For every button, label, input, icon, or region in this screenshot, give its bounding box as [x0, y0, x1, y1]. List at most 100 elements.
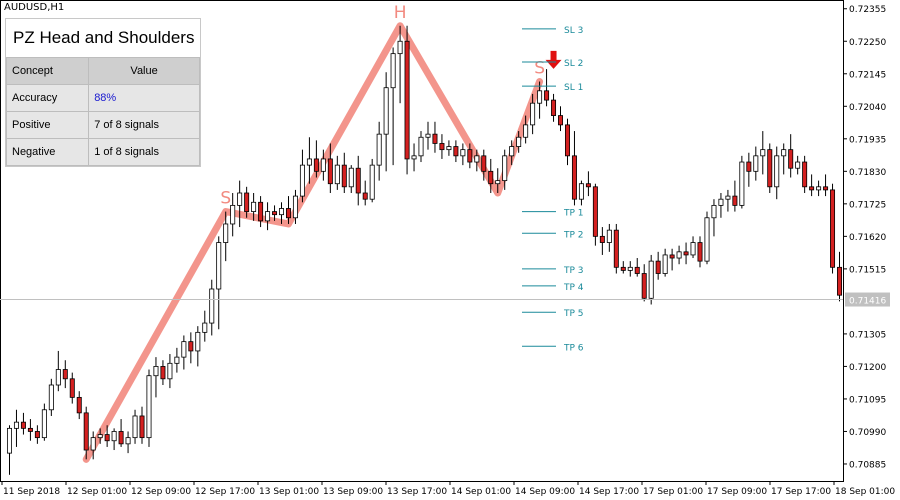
- candle: [355, 155, 361, 206]
- candle-layer: [6, 25, 843, 475]
- time-tick-label: 13 Sep 01:00: [259, 487, 319, 497]
- candle-body: [390, 53, 396, 89]
- stats-concept: Positive: [5, 111, 90, 139]
- candle: [537, 81, 543, 119]
- candle-body: [732, 195, 738, 206]
- candle-body: [362, 192, 368, 200]
- candle: [530, 93, 536, 135]
- candle: [767, 143, 773, 193]
- candle: [237, 180, 243, 228]
- candle-body: [6, 427, 12, 454]
- candle: [781, 143, 787, 175]
- candle: [613, 223, 619, 274]
- candle-body: [641, 273, 647, 299]
- candle: [313, 140, 319, 178]
- price-tick-label: 0.72250: [849, 38, 886, 48]
- candle-body: [460, 149, 466, 157]
- level-label: SL 3: [564, 26, 583, 36]
- candle-body: [711, 204, 717, 219]
- candle: [160, 360, 166, 385]
- candle-body: [690, 242, 696, 256]
- candle: [425, 121, 431, 150]
- candle: [223, 211, 229, 262]
- candle-body: [306, 158, 312, 166]
- candle-body: [718, 198, 724, 206]
- candle: [509, 140, 515, 166]
- candle-body: [523, 124, 529, 138]
- candle: [585, 171, 591, 197]
- candle-body: [216, 242, 222, 290]
- candle: [809, 174, 815, 197]
- stats-header-row: Concept Value: [5, 57, 200, 85]
- candle: [648, 254, 654, 305]
- price-tick-label: 0.71830: [849, 168, 886, 178]
- pattern-label-head: H: [394, 3, 407, 23]
- candle-body: [69, 378, 75, 398]
- candle-body: [725, 195, 731, 200]
- candle: [732, 180, 738, 212]
- candle: [334, 155, 340, 190]
- candle: [830, 183, 836, 274]
- candle: [516, 131, 522, 153]
- candle-body: [551, 99, 557, 116]
- stats-concept: Negative: [5, 138, 90, 166]
- candle-body: [544, 90, 550, 101]
- candle: [774, 146, 780, 200]
- level-label: TP 3: [563, 266, 584, 276]
- candle-body: [676, 251, 682, 259]
- pattern-stats-panel: PZ Head and Shoulders Concept Value Accu…: [5, 18, 201, 167]
- candle-body: [788, 149, 794, 169]
- time-tick-label: 17 Sep 01:00: [643, 487, 703, 497]
- time-tick-label: 18 Sep 01:00: [835, 487, 895, 497]
- candle-body: [488, 170, 494, 185]
- candle-body: [634, 266, 640, 274]
- candle-body: [571, 155, 577, 200]
- candle: [439, 134, 445, 159]
- candle: [620, 261, 626, 274]
- candle: [125, 431, 131, 454]
- candle-body: [90, 437, 96, 451]
- candle: [258, 196, 264, 228]
- candle: [48, 378, 54, 416]
- candle: [41, 403, 47, 441]
- level-label: TP 5: [563, 309, 584, 319]
- candle: [592, 183, 598, 246]
- candle-body: [592, 186, 598, 237]
- candle: [697, 236, 703, 268]
- candle: [488, 158, 494, 193]
- candle: [292, 189, 298, 224]
- candle: [27, 419, 33, 441]
- candle-body: [530, 102, 536, 126]
- pattern-label-right-shoulder: S: [534, 59, 545, 79]
- candle-body: [627, 266, 633, 271]
- price-tick-label: 0.71305: [849, 330, 886, 340]
- candle-body: [418, 136, 424, 157]
- candle: [571, 131, 577, 206]
- candle: [195, 326, 201, 367]
- candle-body: [27, 427, 33, 432]
- candle-body: [111, 431, 117, 442]
- candle: [474, 149, 480, 172]
- level-layer: SL 3 SL 2 SL 1 TP 1 TP 2 TP 3 TP 4 TP 5 TP 6: [522, 26, 584, 353]
- candle: [683, 242, 689, 265]
- candle-body: [174, 356, 180, 364]
- candle: [188, 332, 194, 364]
- candle: [174, 347, 180, 373]
- candle: [669, 248, 675, 271]
- candle: [404, 25, 410, 175]
- candle: [725, 189, 731, 212]
- stats-table: Concept Value Accuracy 88% Positive 7 of…: [5, 57, 200, 166]
- candle-body: [251, 201, 257, 212]
- time-tick-label: 17 Sep 09:00: [707, 487, 767, 497]
- time-tick-label: 13 Sep 17:00: [387, 487, 447, 497]
- candle-body: [55, 369, 61, 386]
- level-label: SL 1: [564, 83, 583, 93]
- col-value-header: Value: [88, 57, 200, 85]
- candle: [104, 425, 110, 447]
- candle: [676, 245, 682, 265]
- candle: [20, 412, 26, 435]
- candle: [523, 115, 529, 144]
- time-tick-label: 14 Sep 17:00: [579, 487, 639, 497]
